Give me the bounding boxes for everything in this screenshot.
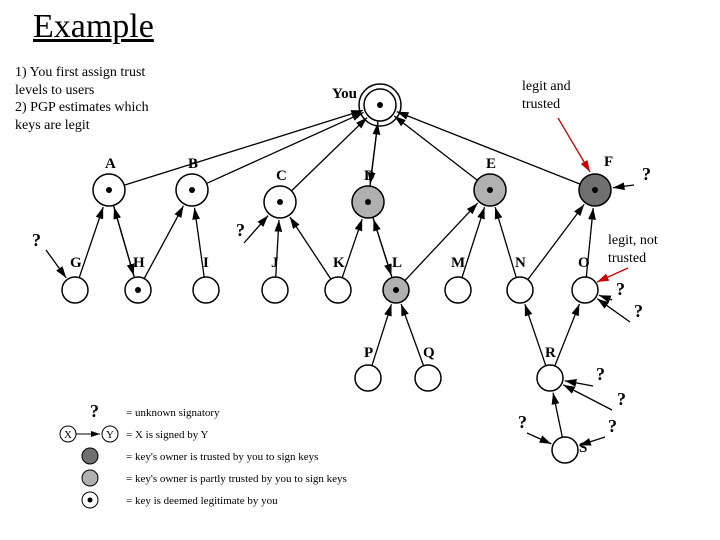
edge bbox=[401, 304, 423, 366]
legend-text: = unknown signatory bbox=[126, 407, 220, 419]
edge bbox=[372, 304, 392, 365]
legend-icon bbox=[82, 470, 98, 486]
edge bbox=[397, 112, 580, 184]
node-dot bbox=[393, 287, 399, 293]
qmark-icon: ? bbox=[32, 230, 41, 250]
legend-icon bbox=[82, 448, 98, 464]
edge bbox=[462, 207, 485, 277]
edge bbox=[555, 304, 580, 366]
qmark-edge bbox=[565, 381, 593, 386]
node-N bbox=[507, 277, 533, 303]
node-label: F bbox=[604, 154, 613, 170]
node-M bbox=[445, 277, 471, 303]
legend-text: = key's owner is trusted by you to sign … bbox=[126, 451, 318, 463]
edge bbox=[373, 217, 392, 275]
svg-text:Y: Y bbox=[106, 429, 114, 441]
node-label: E bbox=[486, 156, 496, 172]
qmark-icon: ? bbox=[634, 301, 643, 321]
edge bbox=[342, 219, 362, 278]
node-label: P bbox=[364, 345, 373, 361]
node-P bbox=[355, 365, 381, 391]
node-label: C bbox=[276, 168, 287, 184]
qmark-icon: ? bbox=[596, 364, 605, 384]
qmark-icon: ? bbox=[617, 389, 626, 409]
qmark-edge bbox=[599, 295, 612, 300]
node-dot bbox=[135, 287, 141, 293]
node-R bbox=[537, 365, 563, 391]
node-dot bbox=[189, 187, 195, 193]
edge bbox=[394, 116, 477, 180]
legend-text: = key is deemed legitimate by you bbox=[126, 495, 278, 507]
node-label: G bbox=[70, 255, 82, 271]
edge bbox=[113, 205, 133, 275]
edge bbox=[525, 304, 546, 365]
node-dot bbox=[377, 102, 383, 108]
legend-text: = X is signed by Y bbox=[126, 429, 209, 441]
node-dot bbox=[487, 187, 493, 193]
qmark-edge bbox=[613, 185, 634, 188]
edge bbox=[79, 207, 103, 278]
qmark-icon: ? bbox=[236, 220, 245, 240]
node-label: N bbox=[515, 255, 526, 271]
node-J bbox=[262, 277, 288, 303]
node-label: B bbox=[188, 156, 198, 172]
edge bbox=[405, 203, 478, 280]
diagram-svg: You A B C D E F G H I J K L M N O P Q R S?????????? = unknow… bbox=[0, 0, 720, 540]
node-label: H bbox=[133, 255, 145, 271]
svg-text:X: X bbox=[64, 429, 72, 441]
qmark-icon: ? bbox=[518, 412, 527, 432]
qmark-edge bbox=[244, 216, 268, 243]
node-dot bbox=[106, 187, 112, 193]
node-dot bbox=[592, 187, 598, 193]
node-label: K bbox=[333, 255, 345, 271]
node-dot bbox=[365, 199, 371, 205]
node-label: R bbox=[545, 345, 556, 361]
legend-text: = key's owner is partly trusted by you t… bbox=[126, 473, 347, 485]
node-dot bbox=[277, 199, 283, 205]
qmark-icon: ? bbox=[608, 416, 617, 436]
qmark-edge bbox=[597, 299, 630, 322]
node-S bbox=[552, 437, 578, 463]
qmark-edge bbox=[563, 385, 612, 410]
node-label: A bbox=[105, 156, 116, 172]
node-O bbox=[572, 277, 598, 303]
edge bbox=[290, 217, 331, 279]
edge bbox=[144, 206, 183, 279]
qmark-icon: ? bbox=[616, 279, 625, 299]
node-G bbox=[62, 277, 88, 303]
node-label: D bbox=[364, 168, 375, 184]
node-label: I bbox=[203, 255, 209, 271]
qmark-edge bbox=[527, 433, 551, 444]
qmark-icon: ? bbox=[642, 164, 651, 184]
edge bbox=[495, 207, 516, 277]
node-label: Q bbox=[423, 345, 435, 361]
qmark-edge bbox=[46, 250, 66, 278]
node-label: You bbox=[332, 86, 357, 102]
node-label: O bbox=[578, 255, 590, 271]
node-label: M bbox=[451, 255, 465, 271]
node-Q bbox=[415, 365, 441, 391]
node-label: S bbox=[579, 440, 587, 456]
node-label: L bbox=[392, 255, 402, 271]
edge bbox=[124, 110, 363, 185]
edge bbox=[553, 393, 562, 438]
node-label: J bbox=[271, 255, 279, 271]
legend-icon: ? bbox=[90, 401, 99, 421]
annotation-arrow bbox=[558, 118, 590, 172]
node-I bbox=[193, 277, 219, 303]
edge bbox=[528, 204, 584, 279]
node-K bbox=[325, 277, 351, 303]
